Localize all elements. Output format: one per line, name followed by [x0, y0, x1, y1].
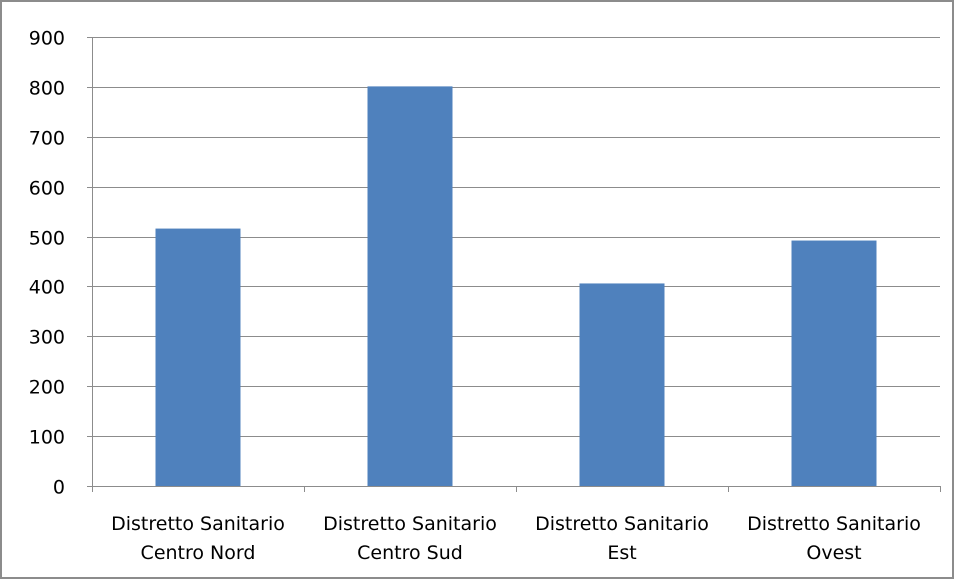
y-tick-label: 800 [29, 78, 65, 100]
axes [87, 37, 941, 492]
bar [579, 283, 665, 486]
y-tick-labels: 0 100 200 300 400 500 600 700 800 900 [29, 28, 65, 499]
y-tick-label: 400 [29, 277, 65, 299]
bars [155, 86, 877, 486]
y-tick-label: 200 [29, 377, 65, 399]
x-category-label: Distretto Sanitario Ovest [747, 513, 921, 564]
y-tick-label: 700 [29, 128, 65, 150]
x-category-label: Distretto Sanitario Centro Sud [323, 513, 497, 564]
y-tick-label: 600 [29, 178, 65, 200]
x-category-label: Distretto Sanitario Est [535, 513, 709, 564]
y-tick-label: 100 [29, 427, 65, 449]
y-tick-label: 0 [53, 477, 65, 499]
x-category-labels: Distretto Sanitario Centro Nord Distretto … [111, 513, 921, 564]
bar [367, 86, 453, 486]
bar [155, 228, 241, 486]
y-tick-label: 900 [29, 28, 65, 50]
bar [791, 240, 877, 486]
y-tick-label: 300 [29, 327, 65, 349]
x-category-label: Distretto Sanitario Centro Nord [111, 513, 285, 564]
y-tick-label: 500 [29, 228, 65, 250]
